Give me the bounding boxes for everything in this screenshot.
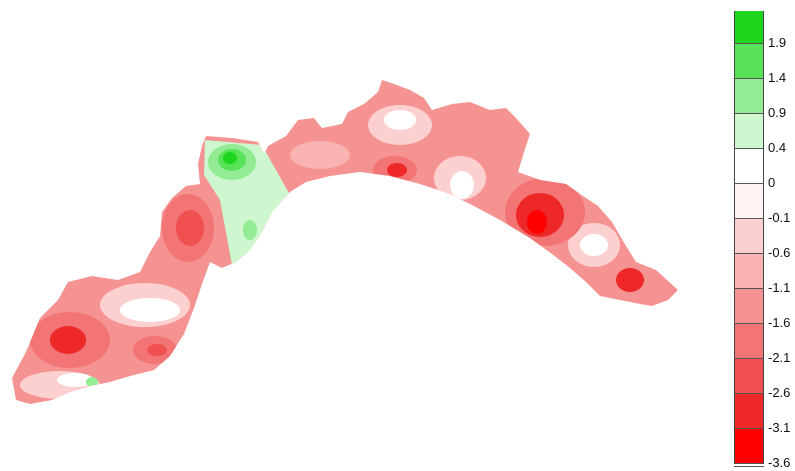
legend-swatch	[734, 183, 764, 218]
white-band	[580, 234, 608, 256]
legend-swatch	[734, 218, 764, 253]
legend-label: 0	[768, 175, 776, 190]
legend-separator	[734, 288, 764, 289]
white-band	[120, 298, 180, 322]
legend-swatch	[734, 428, 764, 463]
legend-swatch	[734, 253, 764, 288]
legend-label: 1.4	[768, 70, 787, 85]
legend-swatch	[734, 148, 764, 183]
white-band	[450, 171, 474, 199]
legend-label: -0.1	[768, 210, 791, 225]
legend-separator	[734, 183, 764, 184]
dark-band	[50, 326, 86, 354]
legend-swatch	[734, 288, 764, 323]
legend-swatch	[734, 358, 764, 393]
white-band	[57, 373, 93, 387]
dark-band	[387, 163, 407, 177]
white-band	[384, 110, 416, 130]
legend-separator	[734, 466, 764, 467]
green-band	[86, 377, 98, 387]
dark-band	[176, 210, 204, 246]
legend: 1.9 1.4 0.9 0.4 0 -0.1 -0.6 -1.1 -1.6 -2.1 -2.6 -3.…	[734, 11, 795, 470]
dark-band	[147, 344, 167, 356]
legend-separator	[734, 358, 764, 359]
dark-band	[527, 210, 547, 234]
contour-fill	[12, 80, 678, 404]
legend-label: 0.4	[768, 140, 787, 155]
legend-label: -1.1	[768, 280, 791, 295]
legend-swatch	[734, 393, 764, 428]
legend-separator	[734, 148, 764, 149]
legend-separator	[734, 463, 764, 464]
dark-band	[616, 268, 644, 292]
legend-swatch	[734, 43, 764, 78]
legend-label: 1.9	[768, 35, 787, 50]
legend-label: -0.6	[768, 245, 791, 260]
legend-label: -2.1	[768, 350, 791, 365]
green-band	[223, 152, 237, 164]
legend-separator	[734, 113, 764, 114]
legend-separator	[734, 393, 764, 394]
legend-separator	[734, 428, 764, 429]
legend-separator	[734, 253, 764, 254]
legend-label: -2.6	[768, 385, 791, 400]
legend-swatch	[734, 113, 764, 148]
legend-swatch	[734, 78, 764, 113]
legend-separator	[734, 323, 764, 324]
legend-label: -3.6	[768, 455, 791, 470]
legend-label: -1.6	[768, 315, 791, 330]
contour-map	[12, 80, 678, 404]
legend-separator	[734, 43, 764, 44]
legend-separator	[734, 218, 764, 219]
legend-label: -3.1	[768, 420, 791, 435]
light-band	[290, 141, 350, 169]
green-band	[243, 220, 257, 240]
legend-swatch	[734, 11, 764, 43]
legend-label: 0.9	[768, 105, 787, 120]
legend-swatch	[734, 323, 764, 358]
legend-separator	[734, 78, 764, 79]
